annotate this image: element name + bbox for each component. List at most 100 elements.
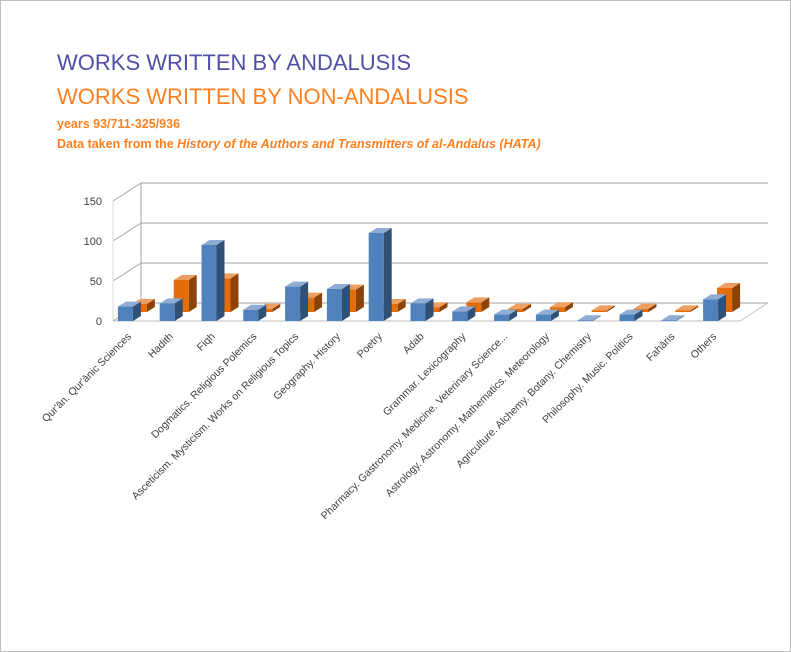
bar-top: [549, 302, 573, 308]
bar-front: [243, 309, 259, 321]
bar-front: [661, 320, 677, 321]
x-tick-label: Hadith: [146, 331, 176, 361]
bar-andalusis: [661, 315, 685, 321]
bar-front: [494, 314, 510, 321]
bar-top: [410, 298, 434, 304]
bar-top: [494, 309, 518, 315]
bar-layer: [117, 228, 741, 321]
bar-andalusis: [619, 309, 643, 321]
bar-side: [174, 298, 183, 321]
bar-front: [452, 311, 468, 321]
title-non-andalusis: WORKS WRITTEN BY NON-ANDALUSIS: [57, 84, 469, 109]
bar-side: [481, 297, 490, 312]
bar-top: [717, 283, 741, 288]
bar-side: [146, 299, 155, 312]
bar-top: [508, 303, 532, 309]
x-tick-label: Poetry: [355, 330, 385, 360]
bar-front: [703, 299, 719, 321]
bar-andalusis: [368, 228, 392, 321]
bar-front: [201, 245, 217, 321]
bar-top: [619, 309, 643, 315]
bar-side: [690, 305, 699, 312]
bar-side: [676, 315, 685, 321]
bar-side: [300, 281, 309, 321]
y-tick-label: 150: [84, 196, 102, 208]
source-prefix: Data taken from the: [57, 137, 178, 151]
bar-top: [243, 304, 267, 310]
bar-side: [355, 284, 364, 312]
bar-front: [535, 314, 551, 321]
bar-side: [132, 301, 141, 321]
bar-top: [285, 281, 309, 287]
bar-andalusis: [577, 315, 601, 321]
x-tick-label: Adab: [401, 331, 427, 357]
bar-top: [173, 275, 197, 280]
bar-side: [564, 302, 573, 312]
bar-side: [258, 304, 267, 321]
bar-front: [117, 306, 133, 321]
bar-top: [159, 298, 183, 304]
bar-top: [591, 305, 615, 311]
bar-front: [675, 310, 691, 312]
bar-top: [368, 228, 392, 233]
bar-side: [272, 303, 281, 312]
bar-top: [633, 303, 657, 309]
y-tick-label: 50: [90, 276, 102, 288]
bar-front: [619, 314, 635, 321]
bar-top: [535, 309, 559, 315]
bar-side: [550, 309, 559, 321]
bar-side: [592, 315, 601, 321]
bar-front: [159, 303, 175, 321]
x-tick-label: Fahāris: [644, 331, 677, 364]
bar-top: [675, 305, 699, 311]
gridline-side: [112, 262, 142, 282]
bar-front: [285, 286, 301, 321]
grid-layer: [112, 182, 769, 322]
bar-top: [201, 240, 225, 245]
bar-side: [216, 240, 225, 321]
bar-side: [230, 273, 239, 312]
bar-side: [634, 309, 643, 321]
bar-andalusis: [117, 301, 141, 321]
x-tick-label: Qur'ān. Qur'ānic Sciences: [40, 331, 134, 425]
y-axis-ticks: 0 50 100 150: [84, 196, 102, 328]
y-tick-label: 100: [84, 236, 102, 248]
source-title: History of the Authors and Transmitters …: [177, 137, 541, 151]
bar-andalusis: [243, 304, 267, 321]
floor-right-edge: [739, 302, 769, 322]
x-axis-ticks: Qur'ān. Qur'ānic Sciences Hadith FiqhDogma…: [40, 330, 719, 522]
bar-side: [648, 303, 657, 312]
x-tick-label: Others: [688, 331, 719, 362]
bar-andalusis: [452, 306, 476, 321]
bar-andalusis: [159, 298, 183, 321]
bar-andalusis: [703, 294, 727, 321]
bar-front: [577, 320, 593, 321]
bar-side: [439, 302, 448, 312]
bar-top: [117, 301, 141, 307]
bar-andalusis: [326, 284, 350, 321]
bar-front: [591, 310, 607, 312]
bar-side: [425, 298, 434, 321]
x-tick-label: Grammar. Lexicography: [381, 330, 469, 418]
bar-non-andalusis: [591, 305, 615, 312]
bar-top: [577, 315, 601, 321]
title-andalusis: WORKS WRITTEN BY ANDALUSIS: [57, 50, 412, 75]
bar-front: [368, 233, 384, 321]
bar-non-andalusis: [675, 305, 699, 312]
bar-andalusis: [535, 309, 559, 321]
subtitle-source: Data taken from the History of the Autho…: [57, 137, 541, 151]
bar-andalusis: [494, 309, 518, 321]
bar-top: [661, 315, 685, 321]
bar-andalusis: [285, 281, 309, 321]
bar-top: [452, 306, 476, 312]
bar-top: [326, 284, 350, 289]
bar-side: [523, 303, 532, 312]
bar-side: [606, 305, 615, 312]
bar-andalusis: [410, 298, 434, 321]
bar-andalusis: [201, 240, 225, 321]
bar-side: [718, 294, 727, 321]
x-tick-label: Pharmacy. Gastronomy. Medicine. Veterina…: [319, 331, 510, 522]
subtitle-years: years 93/711-325/936: [57, 117, 181, 131]
